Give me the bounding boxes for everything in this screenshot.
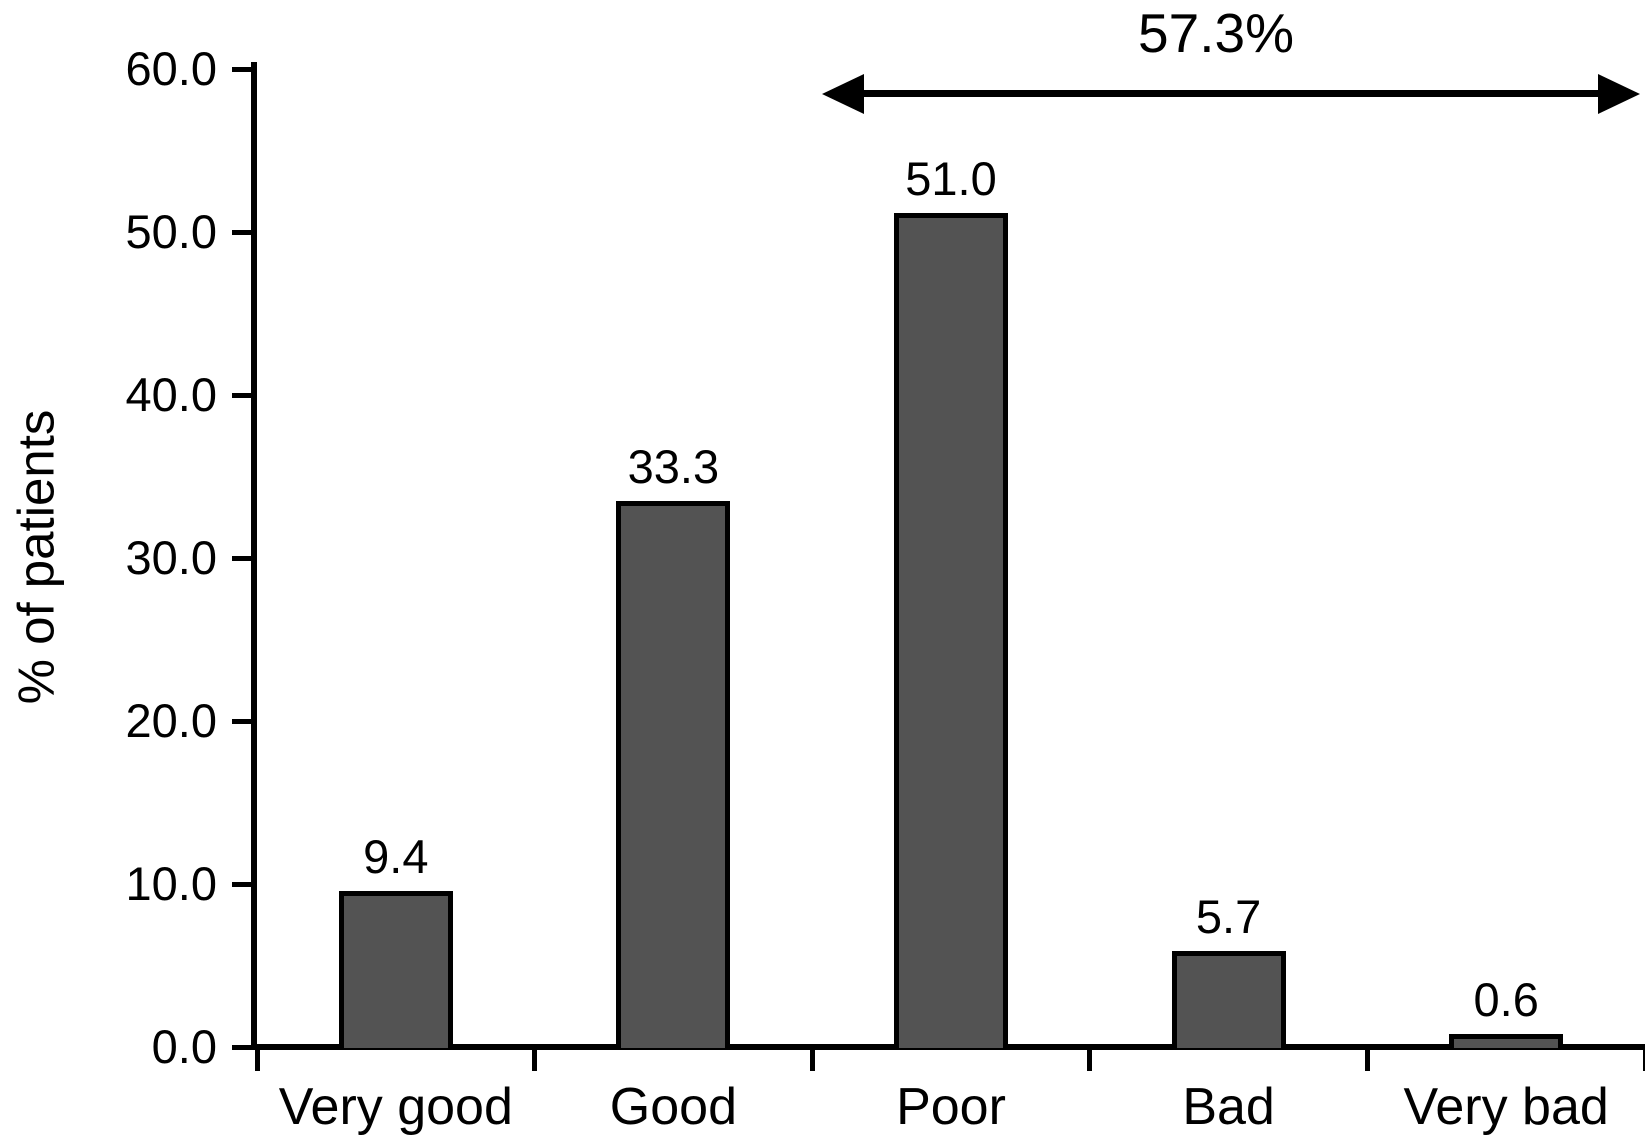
x-axis-tick [1364, 1050, 1370, 1071]
x-axis-category-label: Good [609, 1078, 737, 1136]
bar-very-good [338, 890, 453, 1048]
arrow-right-head-icon [1598, 74, 1640, 114]
y-axis-line [251, 62, 257, 1050]
x-axis-category-label: Bad [1182, 1078, 1275, 1136]
bar-value-label: 9.4 [363, 829, 429, 883]
x-axis-tick [1642, 1050, 1645, 1071]
bar-poor [894, 212, 1008, 1048]
x-axis-tick [1087, 1050, 1093, 1071]
y-axis-tick-label: 50.0 [125, 205, 217, 258]
annotation-percentage-label: 57.3% [1138, 2, 1294, 64]
y-axis-tick-label: 20.0 [125, 694, 217, 747]
y-axis-tick-label: 0.0 [151, 1020, 217, 1073]
x-axis-tick [532, 1050, 538, 1071]
y-axis-tick-label: 10.0 [125, 857, 217, 910]
y-axis-tick [232, 1044, 252, 1050]
bar-value-label: 33.3 [627, 440, 720, 494]
bar-value-label: 0.6 [1473, 973, 1539, 1027]
double-arrow-shaft [856, 90, 1602, 97]
x-axis-category-label: Very good [278, 1078, 513, 1136]
y-axis-tick [232, 229, 252, 235]
x-axis-tick [254, 1050, 260, 1071]
bar-value-label: 5.7 [1195, 890, 1262, 944]
x-axis-category-label: Poor [896, 1078, 1006, 1136]
y-axis-tick [232, 881, 252, 887]
y-axis-tick-label: 40.0 [125, 368, 217, 421]
bar-good [616, 501, 731, 1048]
y-axis-tick [232, 66, 252, 72]
arrow-left-head-icon [822, 74, 864, 114]
bar-value-label: 51.0 [905, 151, 997, 205]
x-axis-category-label: Very bad [1403, 1078, 1609, 1136]
bar-very-bad [1449, 1034, 1564, 1048]
y-axis-tick [232, 392, 252, 398]
y-axis-tick [232, 555, 252, 561]
x-axis-tick [809, 1050, 815, 1071]
y-axis-tick-label: 30.0 [125, 531, 217, 584]
bar-bad [1171, 951, 1286, 1048]
y-axis-tick-label: 60.0 [125, 42, 217, 95]
y-axis-tick [232, 718, 252, 724]
